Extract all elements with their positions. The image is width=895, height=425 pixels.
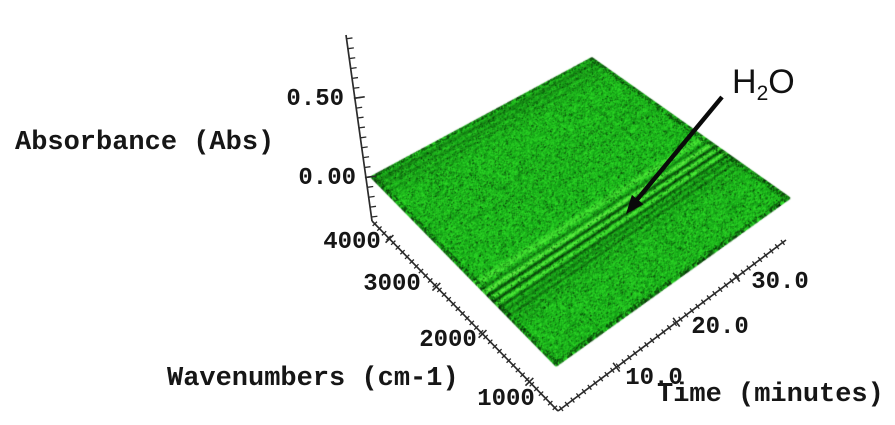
h2o-formula-o: O xyxy=(768,63,795,101)
axis-lines xyxy=(345,34,787,412)
y-axis-tick-label-20: 20.0 xyxy=(691,314,749,341)
x-axis-tick-label-4000: 4000 xyxy=(323,229,381,256)
y-axis-title: Time (minutes) xyxy=(657,380,884,410)
z-axis-title: Absorbance (Abs) xyxy=(15,128,275,158)
y-axis-tick-label-30: 30.0 xyxy=(751,269,809,296)
x-axis-tick-label-3000: 3000 xyxy=(363,271,421,298)
axis-tick-marks xyxy=(346,37,786,412)
z-axis-tick-label-0-00: 0.00 xyxy=(298,165,356,192)
x-axis-tick-label-1000: 1000 xyxy=(477,386,535,413)
x-axis-title: Wavenumbers (cm-1) xyxy=(167,364,459,394)
h2o-annotation: H2O xyxy=(732,65,795,104)
x-axis-tick-label-2000: 2000 xyxy=(419,327,477,354)
h2o-arrow xyxy=(626,95,724,214)
h2o-formula-h: H xyxy=(732,63,757,101)
h2o-formula-subscript-2: 2 xyxy=(756,82,769,105)
z-axis-tick-label-0-50: 0.50 xyxy=(286,86,344,113)
y-axis-tick-label-10: 10.0 xyxy=(625,365,683,392)
arrowhead-icon xyxy=(626,194,644,214)
